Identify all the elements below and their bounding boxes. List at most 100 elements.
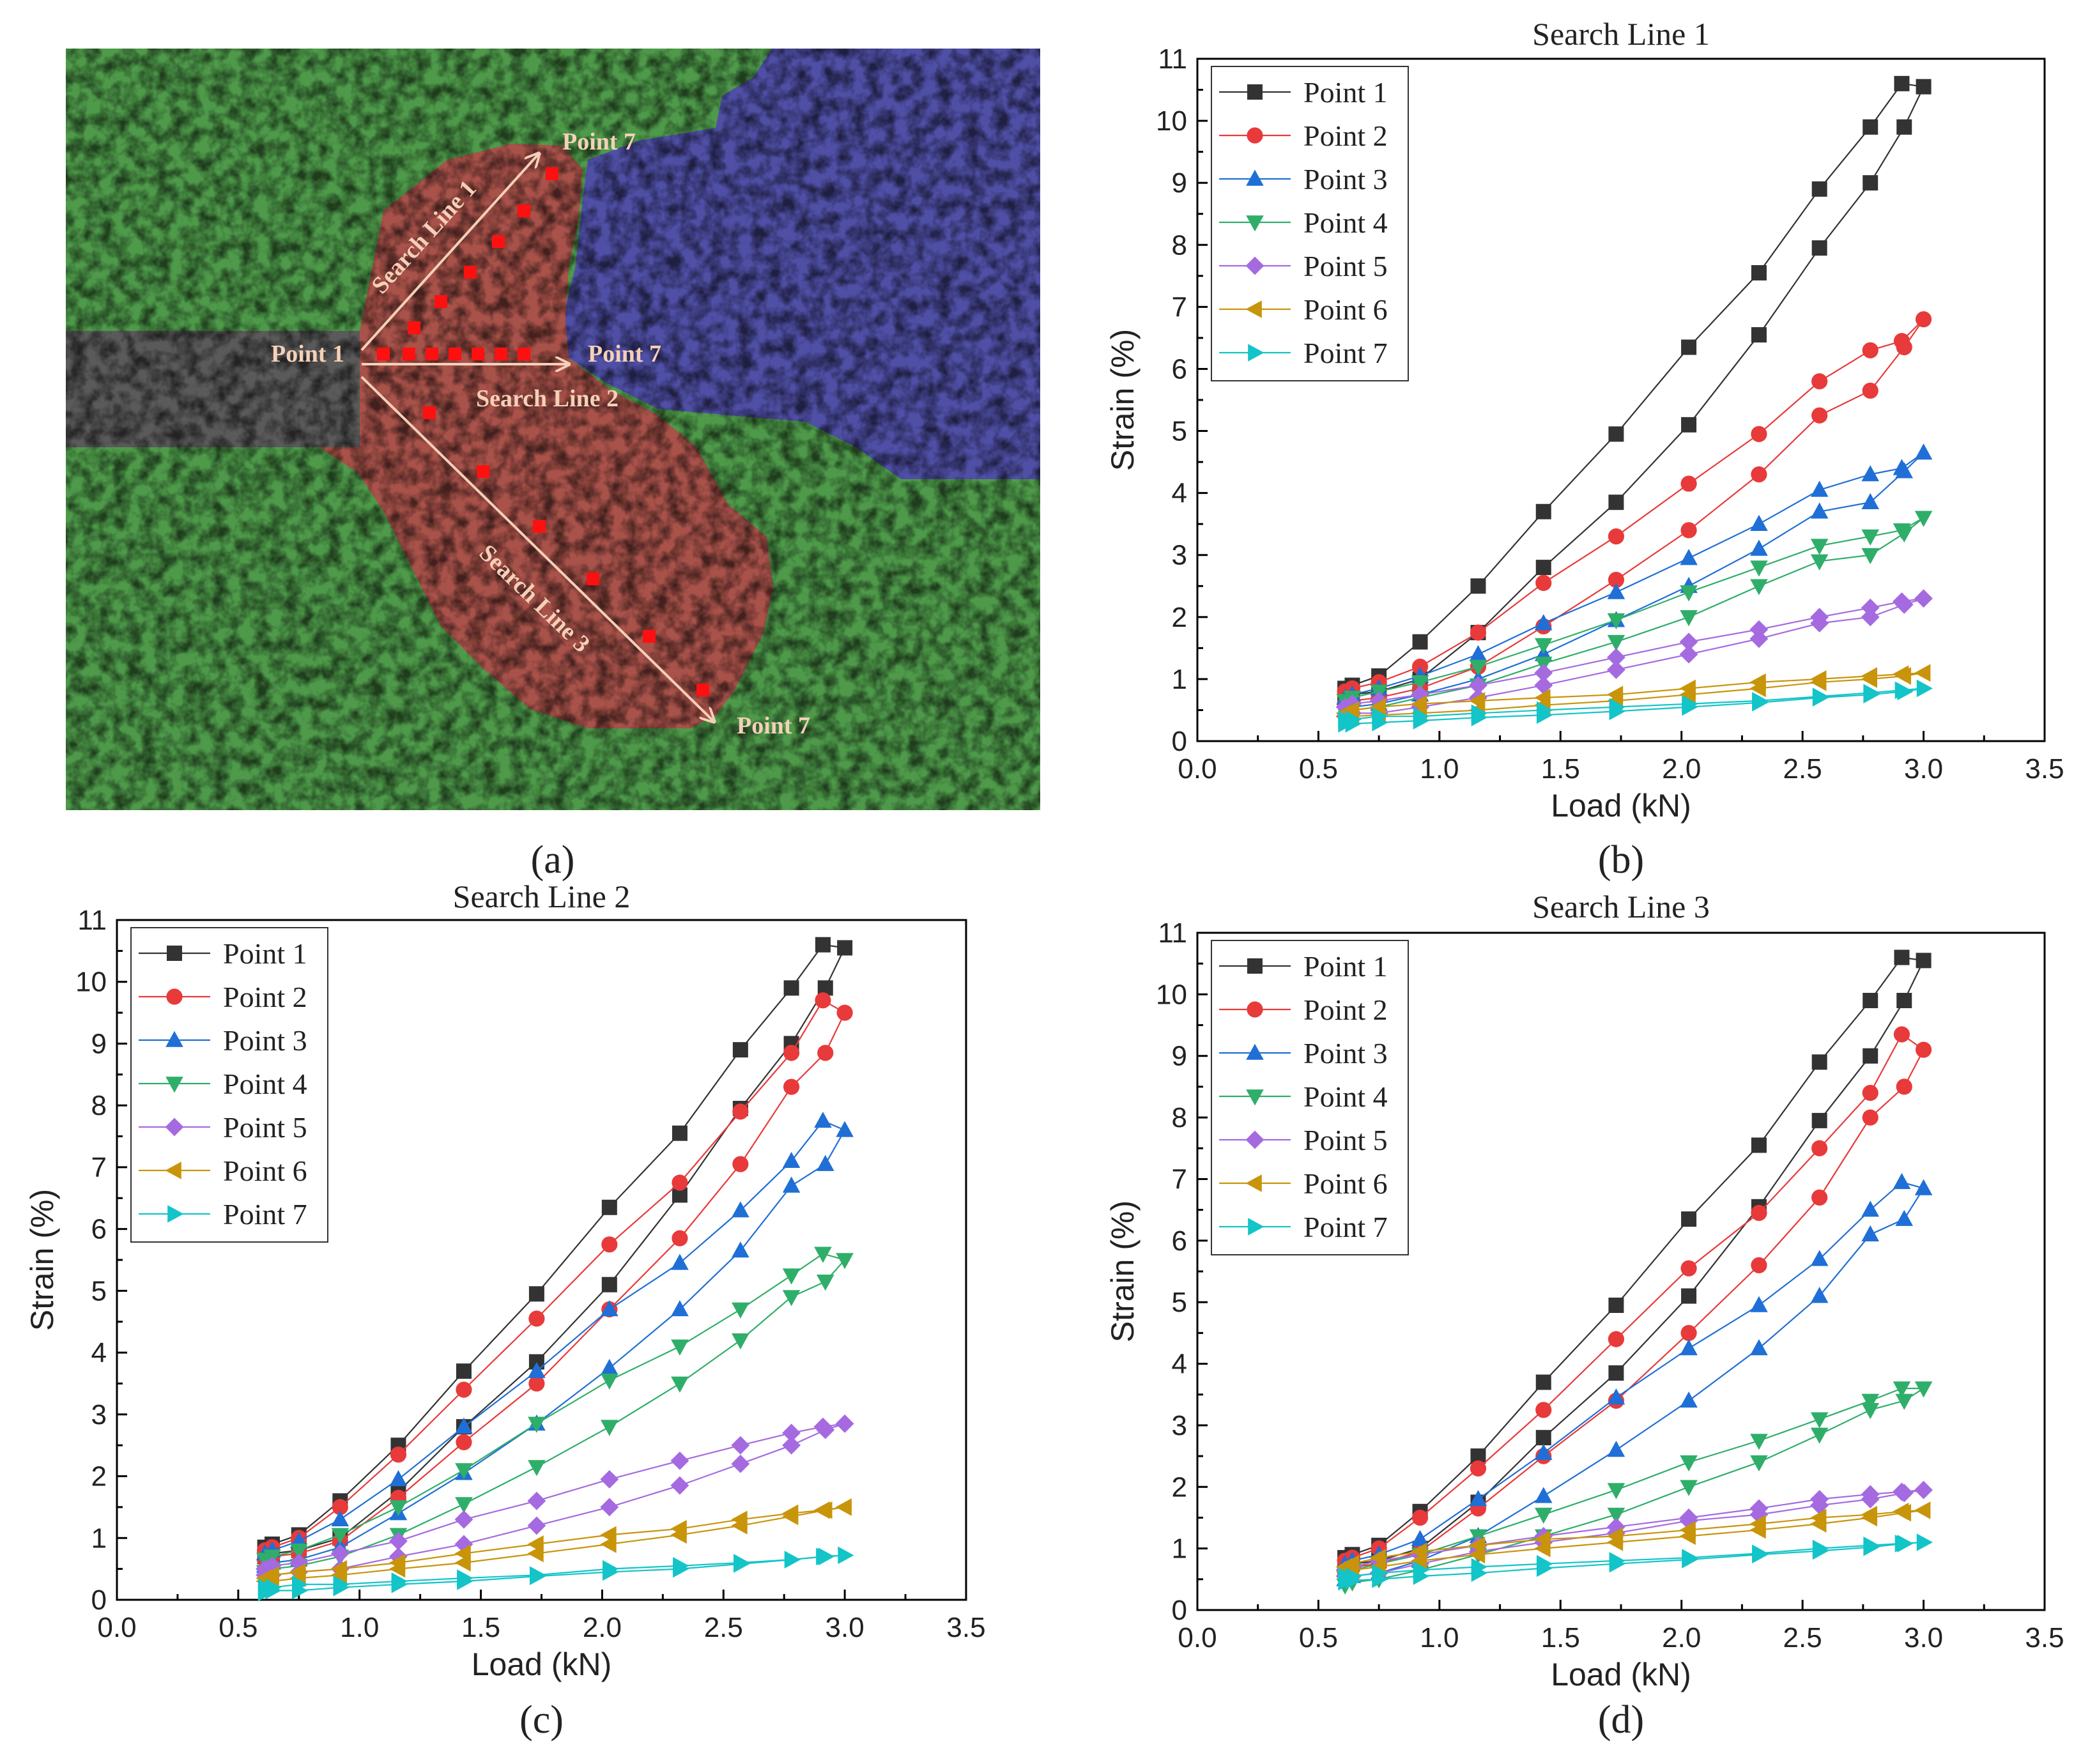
data-point <box>670 1476 689 1495</box>
data-point <box>1861 1393 1880 1410</box>
data-point <box>1607 648 1625 667</box>
search-point-marker <box>449 348 461 360</box>
data-point <box>1893 1381 1911 1398</box>
data-point <box>1682 698 1698 716</box>
data-point <box>783 1078 800 1095</box>
data-point <box>1345 1571 1362 1590</box>
data-point <box>455 1417 473 1434</box>
data-point <box>1863 1538 1880 1556</box>
y-tick-label: 0 <box>91 1584 107 1616</box>
data-point <box>1863 119 1878 135</box>
data-point <box>390 1446 407 1463</box>
data-point <box>1412 634 1428 650</box>
search-point-marker <box>464 266 477 279</box>
data-point <box>672 1230 688 1246</box>
panel-label-a: (a) <box>531 838 575 882</box>
data-point <box>1535 1402 1552 1418</box>
data-point <box>263 1556 282 1576</box>
data-point <box>1608 1298 1624 1313</box>
data-point <box>601 1277 617 1292</box>
data-point <box>601 1420 618 1436</box>
data-point <box>528 1286 544 1302</box>
data-point <box>1681 1288 1697 1304</box>
y-tick-label: 9 <box>1172 1041 1187 1072</box>
legend-marker <box>166 988 183 1005</box>
data-point <box>1534 676 1553 695</box>
data-point <box>1750 514 1768 531</box>
data-point <box>1895 462 1914 479</box>
data-point <box>1861 1490 1880 1508</box>
x-tick-label: 2.0 <box>1662 1622 1701 1653</box>
data-point <box>1413 1567 1429 1585</box>
y-tick-label: 7 <box>1172 291 1187 323</box>
data-point <box>1896 339 1912 356</box>
data-point <box>1749 679 1766 698</box>
legend-marker <box>1247 127 1263 144</box>
data-point <box>1811 1140 1828 1156</box>
y-tick-label: 2 <box>91 1461 107 1492</box>
search-point-marker <box>472 348 484 360</box>
data-point <box>814 1111 832 1128</box>
panel-label: (c) <box>519 1698 564 1742</box>
data-point <box>1372 1570 1388 1588</box>
data-point <box>1411 1552 1427 1570</box>
legend-label: Point 3 <box>1303 1037 1388 1070</box>
label-line3-end: Point 7 <box>737 712 810 739</box>
series-line <box>1344 82 1925 699</box>
data-point <box>1534 614 1553 631</box>
data-point <box>1810 1287 1829 1303</box>
data-point <box>1862 1109 1878 1126</box>
x-tick-label: 3.5 <box>2025 1622 2064 1653</box>
series-line <box>1344 956 1925 1568</box>
data-point <box>1894 1484 1914 1503</box>
data-point <box>601 1199 617 1215</box>
data-point <box>1609 1554 1625 1573</box>
legend-marker <box>1247 1001 1263 1018</box>
chart-search-line-1: 0.0 0.5 1.0 1.5 2.0 2.5 3.0 3.5 0 1 2 3 4 5 6 7 8 9 10 11 Se… <box>1105 16 2064 882</box>
data-point <box>1916 1533 1933 1551</box>
data-point <box>1608 495 1624 510</box>
data-point <box>1914 1480 1933 1499</box>
y-tick-label: 11 <box>1158 43 1187 75</box>
x-tick-label: 2.5 <box>1783 753 1822 785</box>
search-line-3-arrow <box>360 376 713 721</box>
legend-marker <box>1245 300 1262 318</box>
data-point <box>1413 712 1429 730</box>
data-point <box>1810 1515 1827 1533</box>
data-point <box>1896 119 1912 135</box>
data-point <box>1535 560 1551 576</box>
label-point-1: Point 1 <box>271 341 344 367</box>
data-point <box>1680 1391 1698 1408</box>
data-point <box>330 1544 350 1563</box>
data-point <box>1895 1209 1914 1226</box>
data-point <box>1679 645 1698 664</box>
data-point <box>1812 1542 1829 1560</box>
data-point <box>1915 311 1932 328</box>
data-point <box>1534 663 1553 682</box>
series-line <box>1344 1033 1925 1571</box>
data-point <box>817 1045 834 1061</box>
x-tick-label: 0.5 <box>1299 1622 1338 1653</box>
data-point <box>1916 679 1933 698</box>
y-tick-label: 5 <box>91 1275 107 1307</box>
legend-marker <box>1246 215 1264 232</box>
data-point <box>671 1339 689 1356</box>
data-point <box>1894 1503 1912 1522</box>
x-tick-label: 3.5 <box>946 1612 985 1643</box>
legend-marker <box>165 1031 183 1047</box>
data-point <box>1535 1430 1551 1446</box>
data-point <box>528 1375 545 1392</box>
y-tick-label: 0 <box>1172 726 1187 757</box>
series-line <box>265 1253 847 1573</box>
search-point-marker <box>518 348 530 360</box>
x-tick-label: 0.0 <box>97 1612 136 1643</box>
legend-label: Point 2 <box>223 981 307 1013</box>
data-point <box>1914 443 1933 460</box>
data-point <box>1680 549 1698 565</box>
data-point <box>330 1566 348 1584</box>
data-point <box>1914 1501 1931 1519</box>
data-point <box>671 1254 689 1270</box>
data-point <box>1863 686 1880 703</box>
data-point <box>1750 1455 1768 1472</box>
x-axis-title: Load (kN) <box>1551 1657 1691 1692</box>
